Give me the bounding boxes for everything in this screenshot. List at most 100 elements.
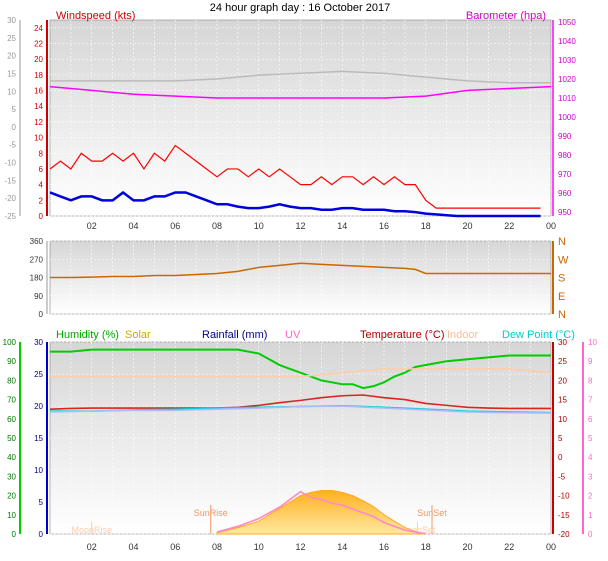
baro-tick-980: 980 — [558, 151, 572, 160]
solar-label: Solar — [125, 329, 151, 341]
wind-xtick-06: 06 — [170, 221, 180, 231]
temp-tick--5: -5 — [558, 472, 566, 481]
wind-tick-10: 10 — [34, 134, 43, 143]
uv-label: UV — [285, 329, 301, 341]
rain-tick-30: 30 — [34, 338, 43, 347]
outer-tick--20: -20 — [4, 194, 16, 203]
uv-tick-3: 3 — [588, 472, 593, 481]
temp-tick-10: 10 — [558, 415, 567, 424]
temp-tick--10: -10 — [558, 492, 570, 501]
baro-tick-1050: 1050 — [558, 18, 576, 27]
temp-xtick-18: 18 — [421, 542, 431, 552]
outer-tick-15: 15 — [7, 69, 16, 78]
wind-tick-4: 4 — [39, 181, 44, 190]
temp-tick--20: -20 — [558, 530, 570, 539]
hum-tick-60: 60 — [7, 415, 16, 424]
temp-xtick-14: 14 — [337, 542, 347, 552]
outer-tick--5: -5 — [9, 141, 17, 150]
series-gust — [49, 144, 541, 209]
series-humidity — [50, 348, 551, 390]
compass-label-0: N — [558, 236, 566, 248]
uv-tick-7: 7 — [588, 396, 593, 405]
baro-tick-950: 950 — [558, 208, 572, 217]
temperature-label: Temperature (°C) — [360, 329, 444, 341]
wind-grid — [50, 20, 551, 217]
wind-xtick-18: 18 — [421, 221, 431, 231]
baro-tick-970: 970 — [558, 170, 572, 179]
direction-left-ticks: 0 90 180 270 360 — [30, 237, 44, 319]
temp-xtick-04: 04 — [128, 542, 138, 552]
annot-label-sunset: SunSet — [417, 508, 447, 518]
wind-xtick-04: 04 — [128, 221, 138, 231]
wind-tick-2: 2 — [39, 196, 44, 205]
temp-xtick-10: 10 — [254, 542, 264, 552]
series-indoor — [50, 368, 552, 378]
barometer-label: Barometer (hpa) — [466, 10, 546, 22]
baro-tick-1020: 1020 — [558, 75, 576, 84]
dir-tick-360: 360 — [30, 237, 44, 246]
temp-xtick-08: 08 — [212, 542, 222, 552]
baro-tick-1030: 1030 — [558, 56, 576, 65]
wind-tick-18: 18 — [34, 71, 43, 80]
temp-tick-25: 25 — [558, 357, 567, 366]
series-direction — [50, 262, 551, 279]
direction-series — [50, 262, 551, 279]
rain-tick-0: 0 — [39, 530, 44, 539]
temp-xtick-12: 12 — [295, 542, 305, 552]
dir-tick-0: 0 — [39, 310, 44, 319]
rain-tick-5: 5 — [39, 498, 44, 507]
annot-label-sunrise: SunRise — [194, 508, 228, 518]
wind-xtick-10: 10 — [254, 221, 264, 231]
wind-xtick-20: 20 — [462, 221, 472, 231]
hum-tick-100: 100 — [3, 338, 17, 347]
rainfall-label: Rainfall (mm) — [202, 329, 267, 341]
uv-tick-5: 5 — [588, 434, 593, 443]
annot-label-moonset: MoonSet — [399, 525, 436, 535]
compass-label-1: W — [558, 254, 569, 266]
compass-label-3: E — [558, 291, 565, 303]
temp-tick-20: 20 — [558, 376, 567, 385]
wind-tick-8: 8 — [39, 149, 44, 158]
baro-tick-960: 960 — [558, 189, 572, 198]
baro-tick-1010: 1010 — [558, 94, 576, 103]
hum-tick-70: 70 — [7, 396, 16, 405]
wind-xtick-16: 16 — [379, 221, 389, 231]
temp-xtick-22: 22 — [504, 542, 514, 552]
temp-xtick-02: 02 — [87, 542, 97, 552]
wind-x-ticks: 02 04 06 08 10 12 14 16 18 20 22 00 — [87, 221, 556, 231]
hum-tick-0: 0 — [12, 530, 17, 539]
series-barometer — [49, 85, 552, 99]
sun-moon-annotations: SunRise SunSet MoonRise MoonSet — [71, 505, 447, 535]
wind-xtick-00: 00 — [546, 221, 556, 231]
uv-tick-1: 1 — [588, 511, 593, 520]
wind-tick-14: 14 — [34, 102, 43, 111]
outer-tick-25: 25 — [7, 34, 16, 43]
outer-tick-30: 30 — [7, 16, 16, 25]
series-uv — [216, 490, 426, 535]
wind-xtick-14: 14 — [337, 221, 347, 231]
wind-xtick-22: 22 — [504, 221, 514, 231]
dir-tick-90: 90 — [34, 292, 43, 301]
wind-outer-ticks: -25 -20 -15 -10 -5 0 5 10 15 20 25 30 — [4, 16, 16, 221]
dir-tick-270: 270 — [30, 255, 44, 264]
wind-tick-24: 24 — [34, 24, 43, 33]
temp-xtick-06: 06 — [170, 542, 180, 552]
uv-ticks: 0 1 2 3 4 5 6 7 8 9 10 — [588, 338, 597, 539]
wind-xtick-12: 12 — [295, 221, 305, 231]
temp-grid — [50, 341, 551, 535]
temp-xtick-20: 20 — [462, 542, 472, 552]
series-indoor-low — [49, 405, 552, 414]
wind-tick-20: 20 — [34, 55, 43, 64]
temp-tick-30: 30 — [558, 338, 567, 347]
hum-tick-40: 40 — [7, 453, 16, 462]
baro-tick-990: 990 — [558, 132, 572, 141]
hum-tick-30: 30 — [7, 472, 16, 481]
hum-tick-90: 90 — [7, 357, 16, 366]
barometer-ticks: 950 960 970 980 990 1000 1010 1020 1030 1040 1050 — [558, 18, 576, 217]
uv-tick-6: 6 — [588, 415, 593, 424]
hum-tick-50: 50 — [7, 434, 16, 443]
